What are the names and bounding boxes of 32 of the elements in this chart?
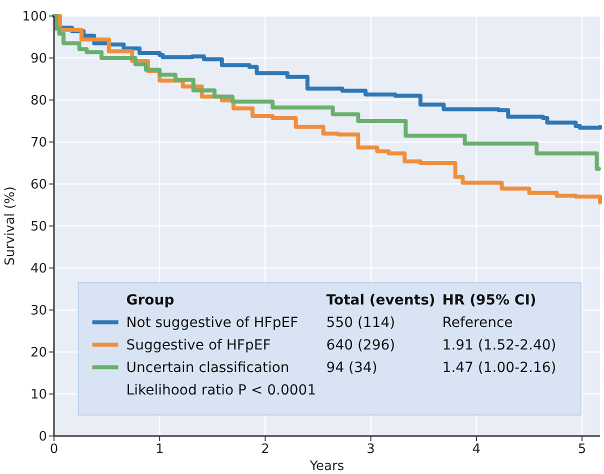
- x-tick-label: 3: [366, 442, 375, 457]
- annotation: Total (events): [326, 292, 436, 309]
- annotation: 640 (296): [326, 338, 396, 354]
- legend-title: Group: [126, 292, 174, 309]
- y-tick-label: 0: [38, 430, 47, 445]
- x-tick-label: 1: [155, 442, 164, 457]
- legend-label: Uncertain classification: [126, 360, 290, 376]
- y-tick-label: 30: [30, 304, 47, 319]
- x-tick-label: 4: [472, 442, 481, 457]
- annotation: Likelihood ratio P < 0.0001: [126, 382, 316, 399]
- annotation: 94 (34): [326, 360, 378, 376]
- y-tick-label: 70: [30, 136, 47, 151]
- annotation: 1.47 (1.00-2.16): [442, 360, 556, 376]
- annotation: HR (95% CI): [442, 292, 536, 309]
- y-axis-title: Survival (%): [3, 186, 18, 266]
- x-axis-title: Years: [308, 459, 344, 474]
- y-tick-label: 10: [30, 388, 47, 403]
- y-tick-label: 50: [30, 220, 47, 235]
- x-tick-label: 5: [578, 442, 586, 457]
- annotation: 1.91 (1.52-2.40): [442, 338, 556, 354]
- y-tick-label: 20: [30, 346, 47, 361]
- y-tick-label: 40: [30, 262, 47, 277]
- x-tick-label: 2: [261, 442, 270, 457]
- y-tick-label: 80: [30, 94, 47, 109]
- y-tick-label: 60: [30, 178, 47, 193]
- legend-label: Not suggestive of HFpEF: [126, 315, 298, 332]
- annotation: 550 (114): [326, 315, 396, 332]
- x-tick-label: 0: [50, 442, 58, 457]
- annotation: Reference: [442, 315, 513, 332]
- y-tick-label: 90: [30, 52, 47, 67]
- legend-label: Suggestive of HFpEF: [126, 338, 271, 354]
- y-tick-label: 100: [22, 10, 47, 25]
